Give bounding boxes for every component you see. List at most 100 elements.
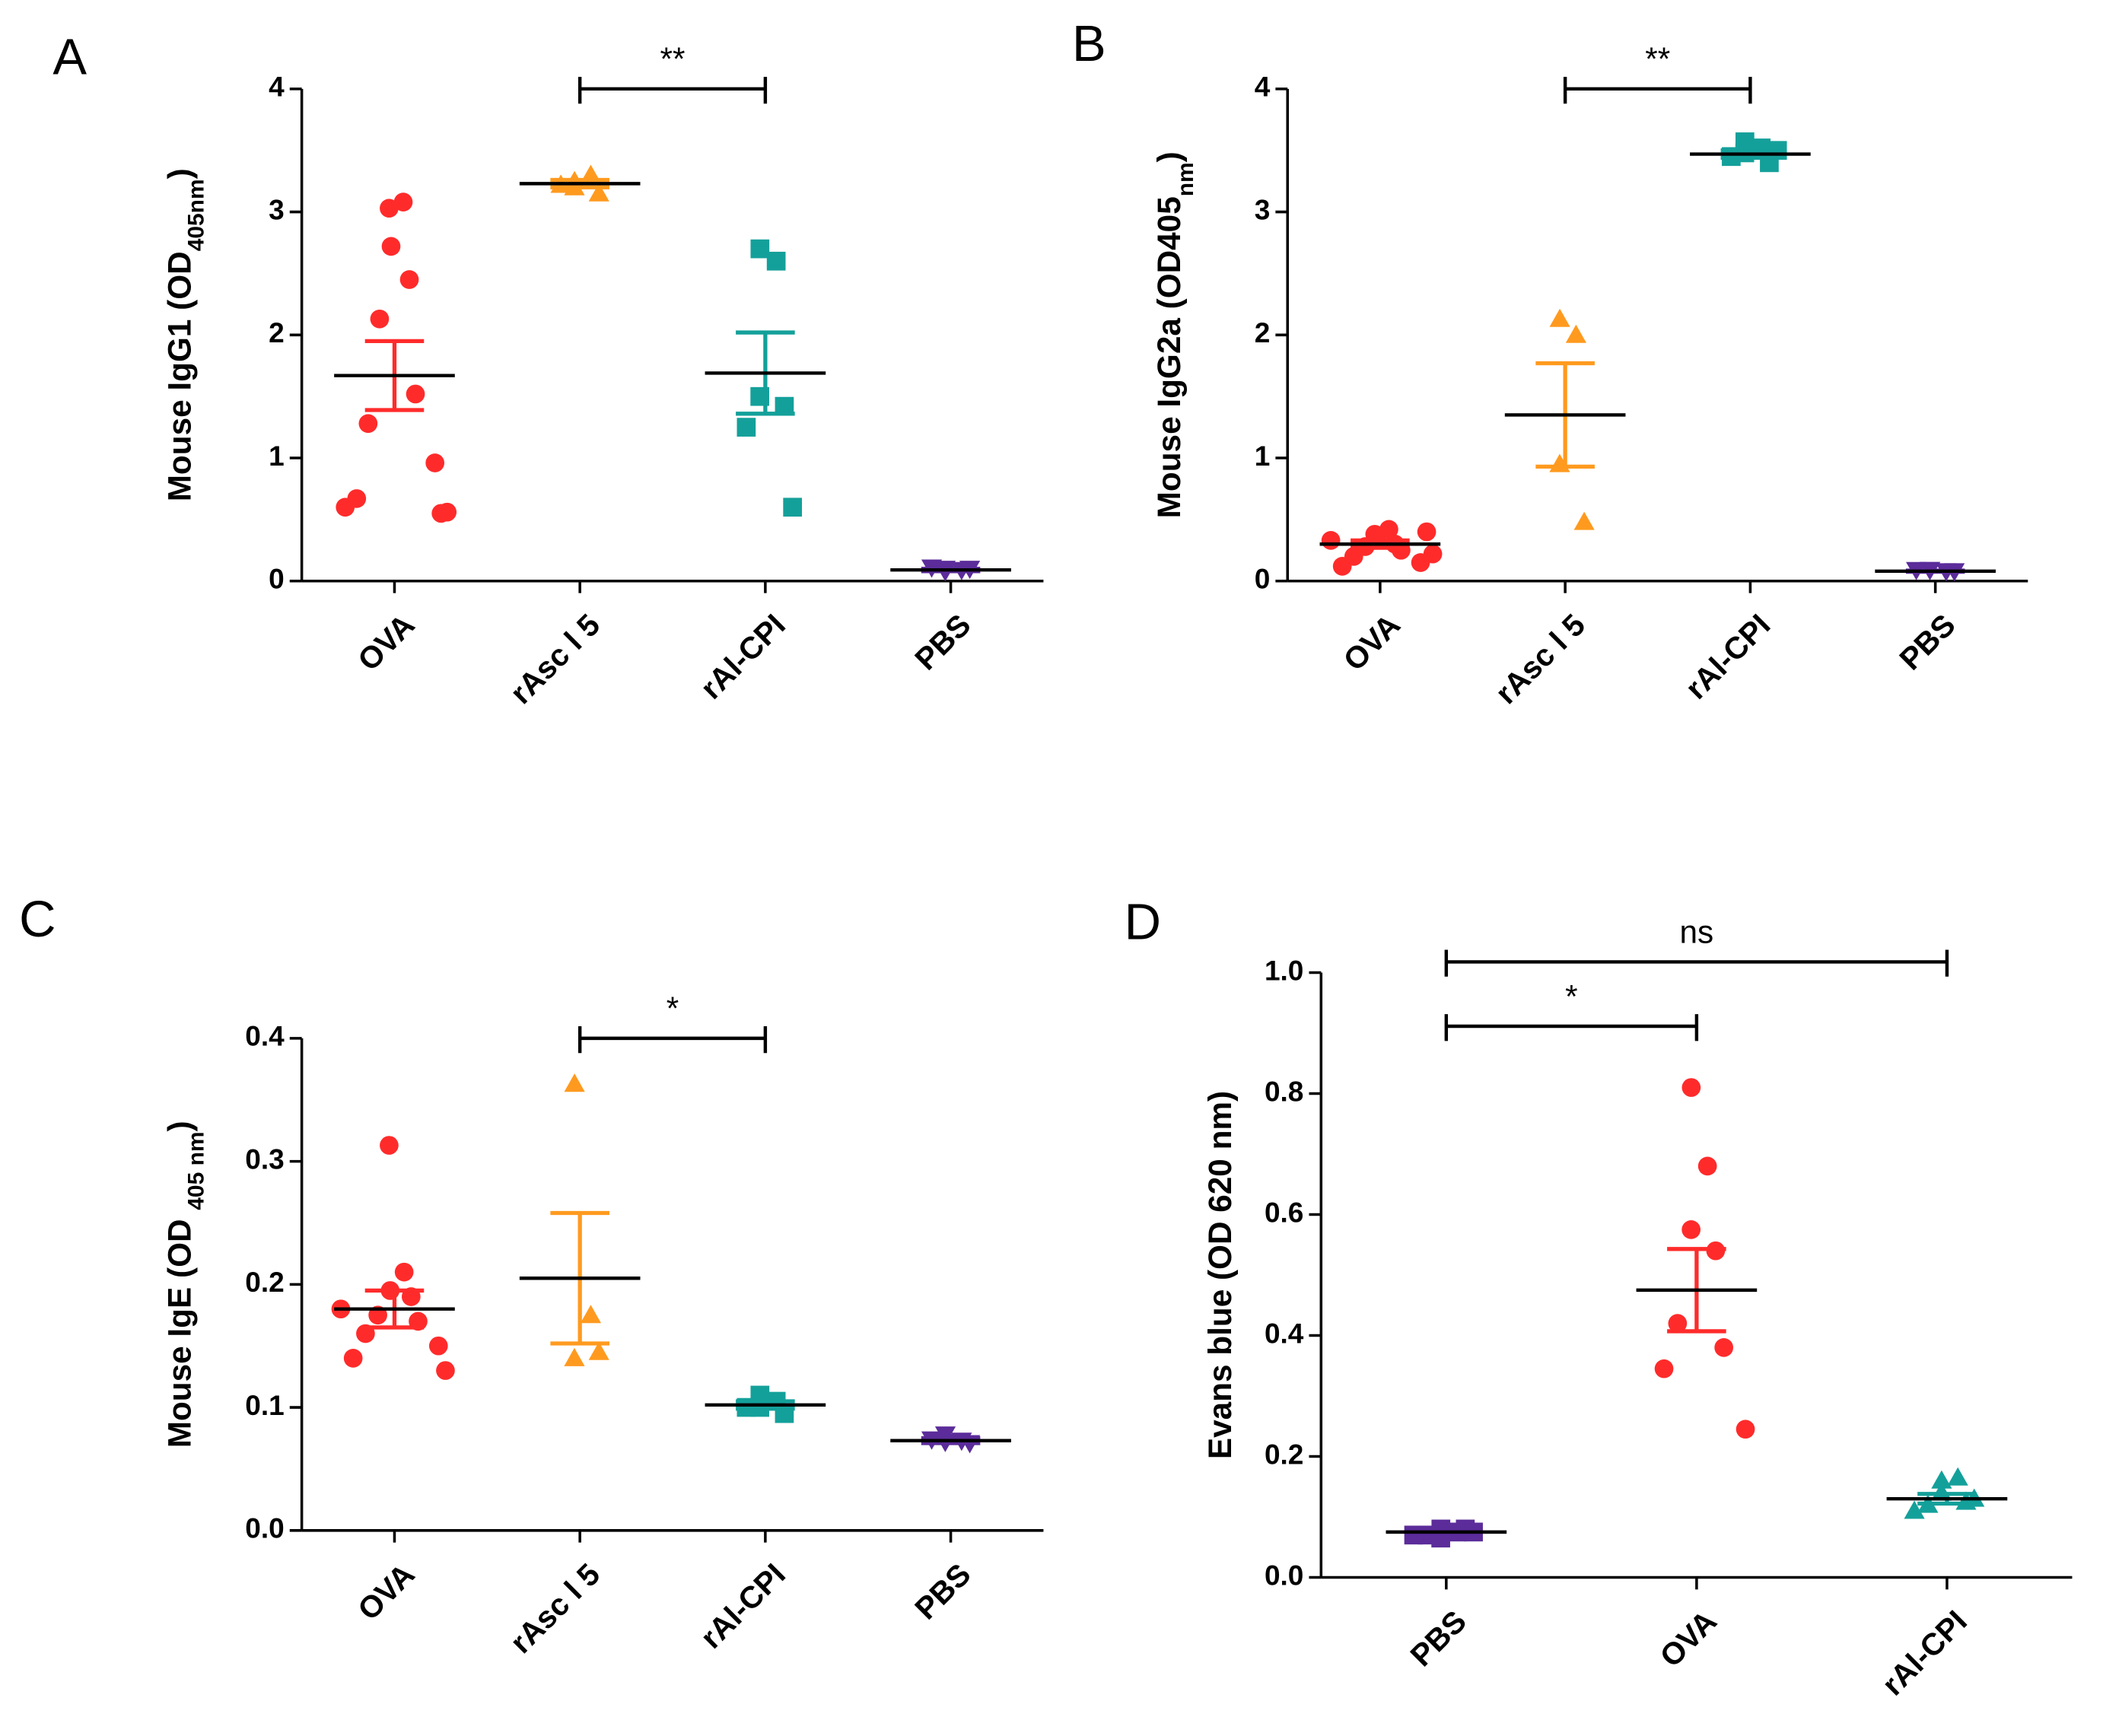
point	[370, 309, 390, 329]
y-tick-label: 0.1	[245, 1389, 284, 1421]
point	[1573, 511, 1595, 530]
point	[1549, 308, 1570, 327]
y-axis-label-part: Evans blue (OD 620 nm)	[1202, 1091, 1238, 1459]
x-tick-label: OVA	[351, 1556, 422, 1627]
point	[1332, 557, 1352, 576]
significance-bracket	[577, 76, 768, 104]
point	[1931, 1470, 1952, 1489]
point	[1417, 522, 1436, 542]
point	[380, 1136, 399, 1155]
point	[358, 414, 378, 434]
significance-label: **	[1645, 41, 1670, 77]
point	[1947, 1467, 1968, 1486]
panel-letter: C	[19, 891, 56, 948]
point	[1654, 1359, 1674, 1378]
y-axis-label-part: )	[1151, 151, 1187, 162]
point	[588, 183, 609, 202]
y-tick-label: 2	[269, 316, 285, 348]
y-axis-label: Mouse IgG2a (OD405nm)	[1151, 151, 1198, 518]
y-axis-label: Mouse IgE (OD 405 nm)	[161, 1121, 208, 1448]
x-tick-label: rAl-CPI	[693, 607, 792, 706]
point	[588, 1341, 609, 1360]
x-tick-label: PBS	[1403, 1604, 1472, 1673]
point	[750, 239, 770, 259]
point	[1423, 544, 1443, 564]
significance-bracket	[577, 1026, 768, 1054]
point	[564, 1347, 585, 1366]
point	[1736, 1420, 1755, 1439]
y-tick-label: 0.4	[245, 1020, 285, 1052]
x-tick-label: OVA	[1336, 607, 1407, 678]
point	[425, 453, 445, 472]
point	[406, 384, 425, 404]
panel: C Mouse IgE (OD 405 nm) 0.0 0.1 0.2 0.3 0.4 OVA…	[19, 891, 1044, 1660]
y-tick-label: 0.2	[1265, 1438, 1303, 1470]
x-tick-label: rAsc l 5	[503, 1556, 606, 1660]
panel-letter: D	[1125, 893, 1161, 950]
point	[1681, 1078, 1701, 1097]
y-axis-label: Mouse IgG1 (OD405nm)	[161, 168, 208, 501]
point	[1565, 324, 1586, 343]
y-tick-label: 1	[269, 440, 285, 472]
y-tick-label: 1	[1255, 440, 1271, 472]
point	[1714, 1338, 1734, 1357]
x-tick-label: PBS	[1892, 607, 1961, 676]
point	[380, 199, 399, 218]
point	[783, 498, 802, 517]
x-tick-label: rAl-CPI	[693, 1556, 792, 1655]
y-axis-label-part: 405 nm	[183, 1131, 208, 1210]
y-tick-label: 0	[1255, 563, 1271, 595]
significance-label: *	[1565, 978, 1577, 1014]
significance-label: ns	[1680, 914, 1714, 950]
y-tick-label: 0	[269, 563, 285, 595]
y-tick-label: 0.8	[1265, 1075, 1303, 1107]
significance-bracket	[1444, 1014, 1699, 1041]
point	[1321, 531, 1341, 550]
point	[399, 270, 419, 289]
point	[1681, 1220, 1701, 1239]
point	[766, 251, 786, 271]
point	[437, 502, 457, 522]
x-tick-label: OVA	[351, 607, 422, 678]
x-tick-label: rAl-CPI	[1678, 607, 1777, 706]
point	[343, 1349, 363, 1368]
panel: D Evans blue (OD 620 nm) 0.0 0.2 0.4 0.6 0.8 1.…	[1125, 893, 2073, 1702]
point	[737, 418, 756, 437]
y-tick-label: 0.0	[1265, 1559, 1303, 1591]
panel: B Mouse IgG2a (OD405nm) 0 1 2 3 4 OVA rAsc l 5 rA…	[1072, 15, 2028, 711]
panel: A Mouse IgG1 (OD405nm) 0 1 2 3 4 OVA rAsc l 5 rAl…	[52, 29, 1044, 711]
y-axis-label-part: )	[161, 168, 197, 179]
y-tick-label: 0.6	[1265, 1196, 1303, 1228]
point	[1668, 1314, 1688, 1333]
y-tick-label: 1.0	[1265, 954, 1303, 986]
y-tick-label: 4	[269, 71, 285, 103]
y-axis-label-part: Mouse IgG2a (OD405	[1151, 196, 1187, 518]
x-tick-label: rAsc l 5	[1488, 607, 1592, 711]
y-tick-label: 3	[269, 193, 285, 225]
x-tick-label: rAsc l 5	[503, 607, 606, 711]
y-tick-label: 0.3	[245, 1143, 284, 1175]
point	[580, 1305, 602, 1324]
point	[394, 1262, 414, 1282]
y-axis-label-part: Mouse IgE (OD	[161, 1210, 197, 1448]
y-axis-label-part: Mouse IgG1 (OD	[161, 251, 197, 501]
significance-label: **	[660, 41, 686, 77]
point	[1904, 1500, 1925, 1519]
panel-letter: A	[52, 29, 87, 86]
point	[336, 498, 355, 517]
point	[1697, 1156, 1717, 1176]
x-tick-label: PBS	[908, 607, 977, 676]
y-axis-label-part: 405nm	[183, 179, 208, 251]
significance-label: *	[667, 990, 679, 1026]
y-tick-label: 0.0	[245, 1512, 284, 1544]
y-axis-label: Evans blue (OD 620 nm)	[1202, 1091, 1238, 1459]
y-axis-label-part: nm	[1173, 162, 1198, 196]
y-tick-label: 3	[1255, 193, 1271, 225]
point	[428, 1336, 448, 1356]
significance-bracket	[1444, 949, 1949, 977]
y-tick-label: 0.4	[1265, 1317, 1304, 1349]
significance-bracket	[1563, 76, 1752, 104]
point	[393, 192, 413, 211]
x-tick-label: PBS	[908, 1556, 977, 1626]
